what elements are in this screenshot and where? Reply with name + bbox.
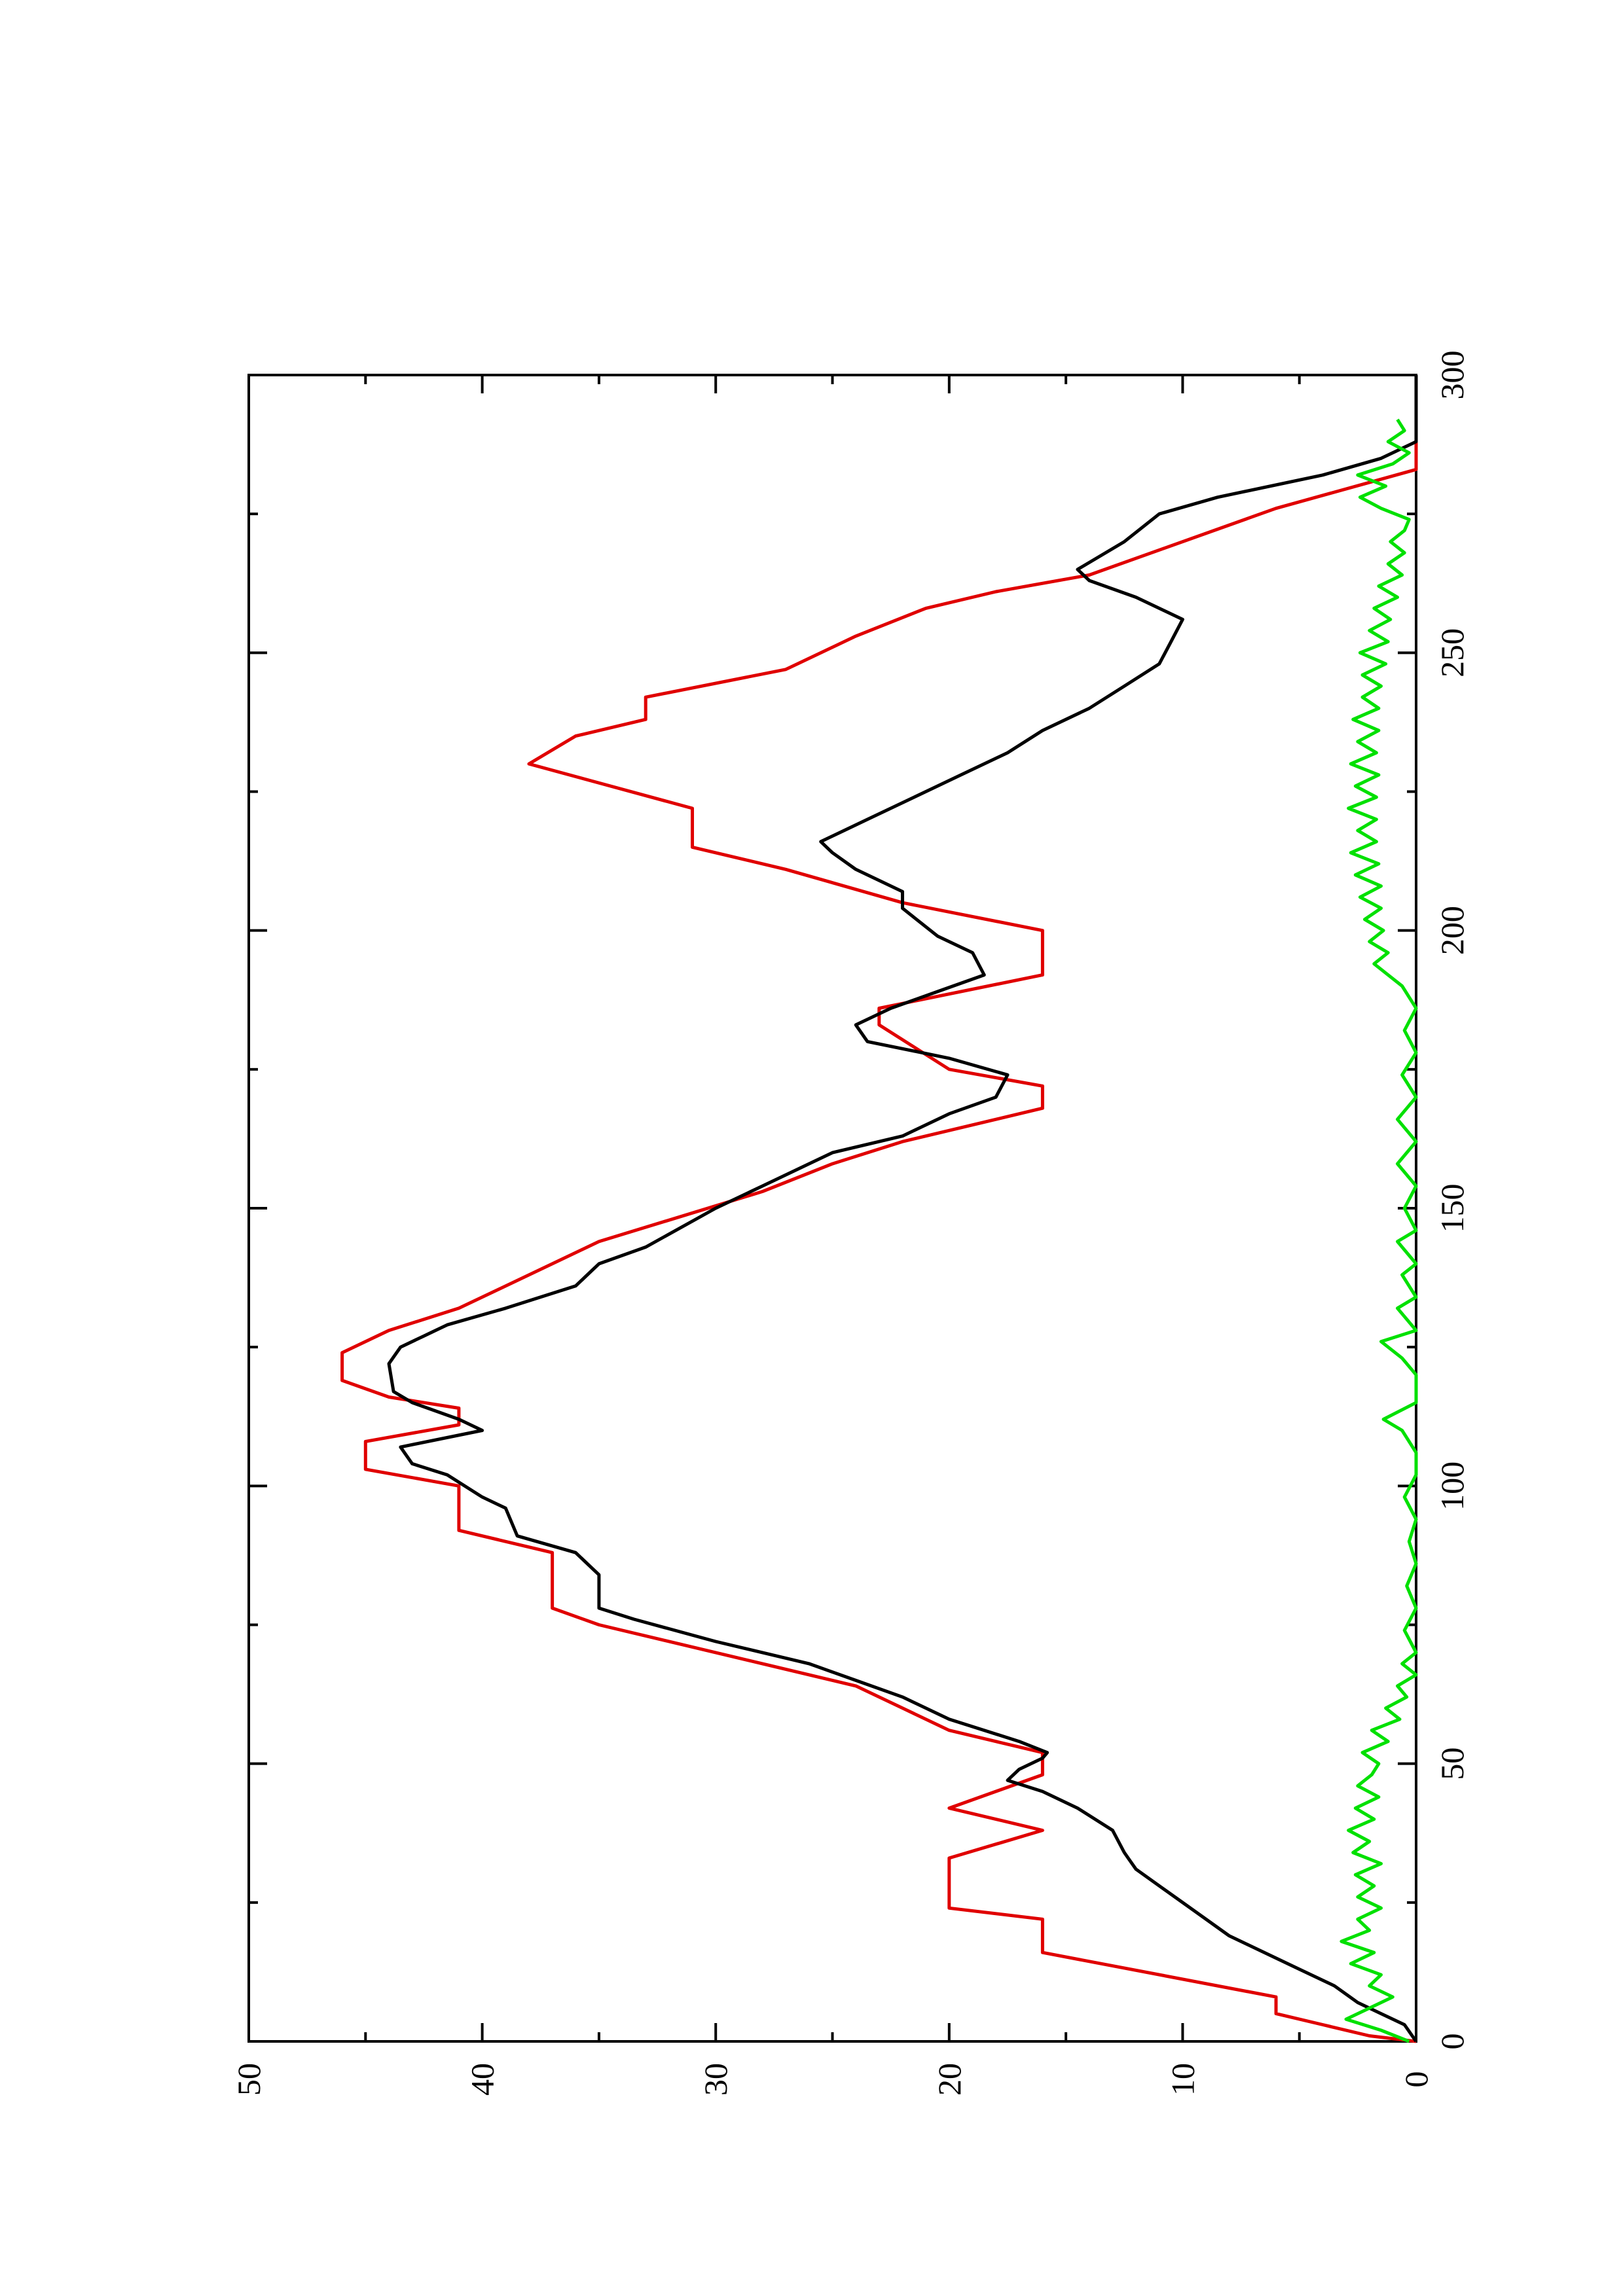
series-line-black	[387, 375, 1418, 2043]
y-tick-label: 0	[1398, 2072, 1434, 2088]
x-tick-label: 0	[1434, 2034, 1470, 2050]
x-tick-label: 300	[1434, 351, 1470, 400]
plot-area: 0 50 100 150 200 250 300 0 10 20 30 40 50	[230, 351, 1470, 2096]
x-tick-label: 150	[1434, 1184, 1470, 1233]
x-tick-label: 100	[1434, 1462, 1470, 1511]
x-tick-label: 50	[1434, 1748, 1470, 1780]
y-tick-label: 30	[697, 2063, 734, 2096]
x-tick-label: 250	[1434, 628, 1470, 677]
ticks: 0 50 100 150 200 250 300 0 10 20 30 40 50	[230, 351, 1470, 2096]
plot-frame	[247, 374, 1417, 2043]
x-tick-label: 200	[1434, 906, 1470, 955]
y-tick-label: 10	[1164, 2063, 1201, 2096]
series-line-red	[340, 375, 1418, 2043]
series-layer	[340, 375, 1418, 2043]
y-tick-label: 20	[931, 2063, 968, 2096]
y-tick-label: 50	[230, 2063, 267, 2096]
y-tick-label: 40	[464, 2063, 501, 2096]
series-line-green	[1340, 418, 1418, 2043]
